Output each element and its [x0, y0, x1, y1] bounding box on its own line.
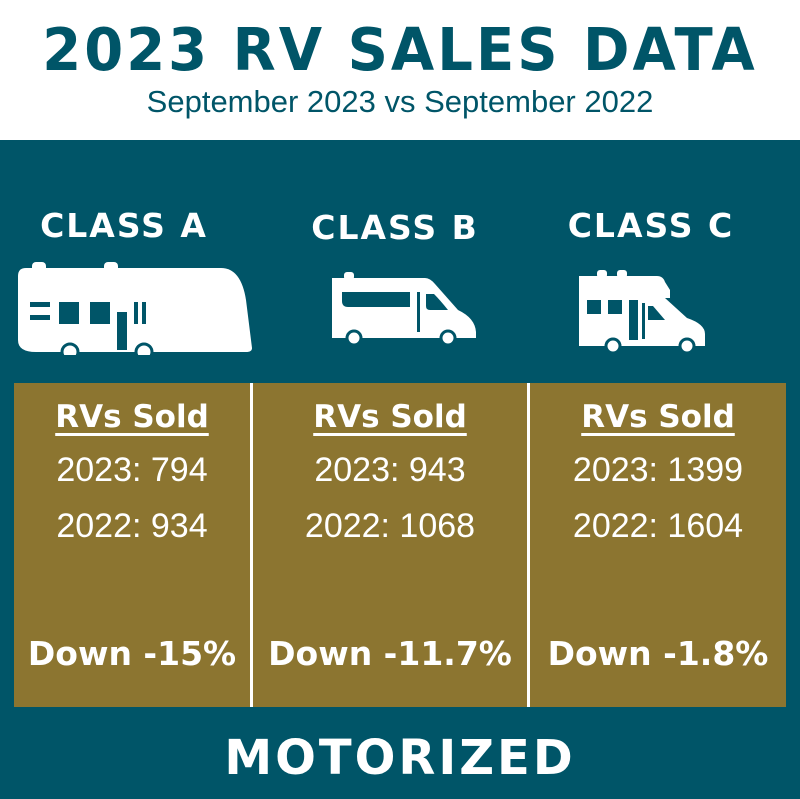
class-b-stats: RVs Sold 2023: 943 2022: 1068 Down -11.7…	[253, 383, 527, 707]
footer-label: MOTORIZED	[224, 730, 576, 786]
change-percent: Down -15%	[27, 634, 237, 673]
sales-2022: 2022: 1068	[304, 507, 476, 545]
page-subtitle: September 2023 vs September 2022	[146, 84, 654, 119]
class-a-stats: RVs Sold 2023: 794 2022: 934 Down -15%	[14, 383, 250, 707]
class-a-label: CLASS A	[40, 206, 208, 245]
rvs-sold-heading: RVs Sold	[581, 399, 735, 435]
divider	[250, 383, 253, 707]
class-b-label: CLASS B	[311, 208, 479, 247]
sales-2022: 2022: 934	[56, 507, 208, 545]
sales-panel: RVs Sold 2023: 794 2022: 934 Down -15% R…	[14, 383, 786, 707]
header: 2023 RV SALES DATA September 2023 vs Sep…	[0, 0, 800, 140]
rvs-sold-heading: RVs Sold	[313, 399, 467, 435]
divider	[527, 383, 530, 707]
sales-2023: 2023: 1399	[572, 451, 744, 489]
sales-2022: 2022: 1604	[572, 507, 744, 545]
page-title: 2023 RV SALES DATA	[42, 16, 758, 85]
class-c-stats: RVs Sold 2023: 1399 2022: 1604 Down -1.8…	[530, 383, 786, 707]
class-c-label: CLASS C	[567, 206, 735, 245]
rvs-sold-heading: RVs Sold	[55, 399, 209, 435]
sales-2023: 2023: 794	[56, 451, 208, 489]
class-c-motorhome-icon	[579, 270, 705, 355]
class-a-motorhome-icon	[18, 262, 252, 355]
sales-2023: 2023: 943	[314, 451, 466, 489]
class-b-van-icon	[332, 272, 476, 347]
change-percent: Down -11.7%	[268, 634, 512, 673]
change-percent: Down -1.8%	[547, 634, 769, 673]
